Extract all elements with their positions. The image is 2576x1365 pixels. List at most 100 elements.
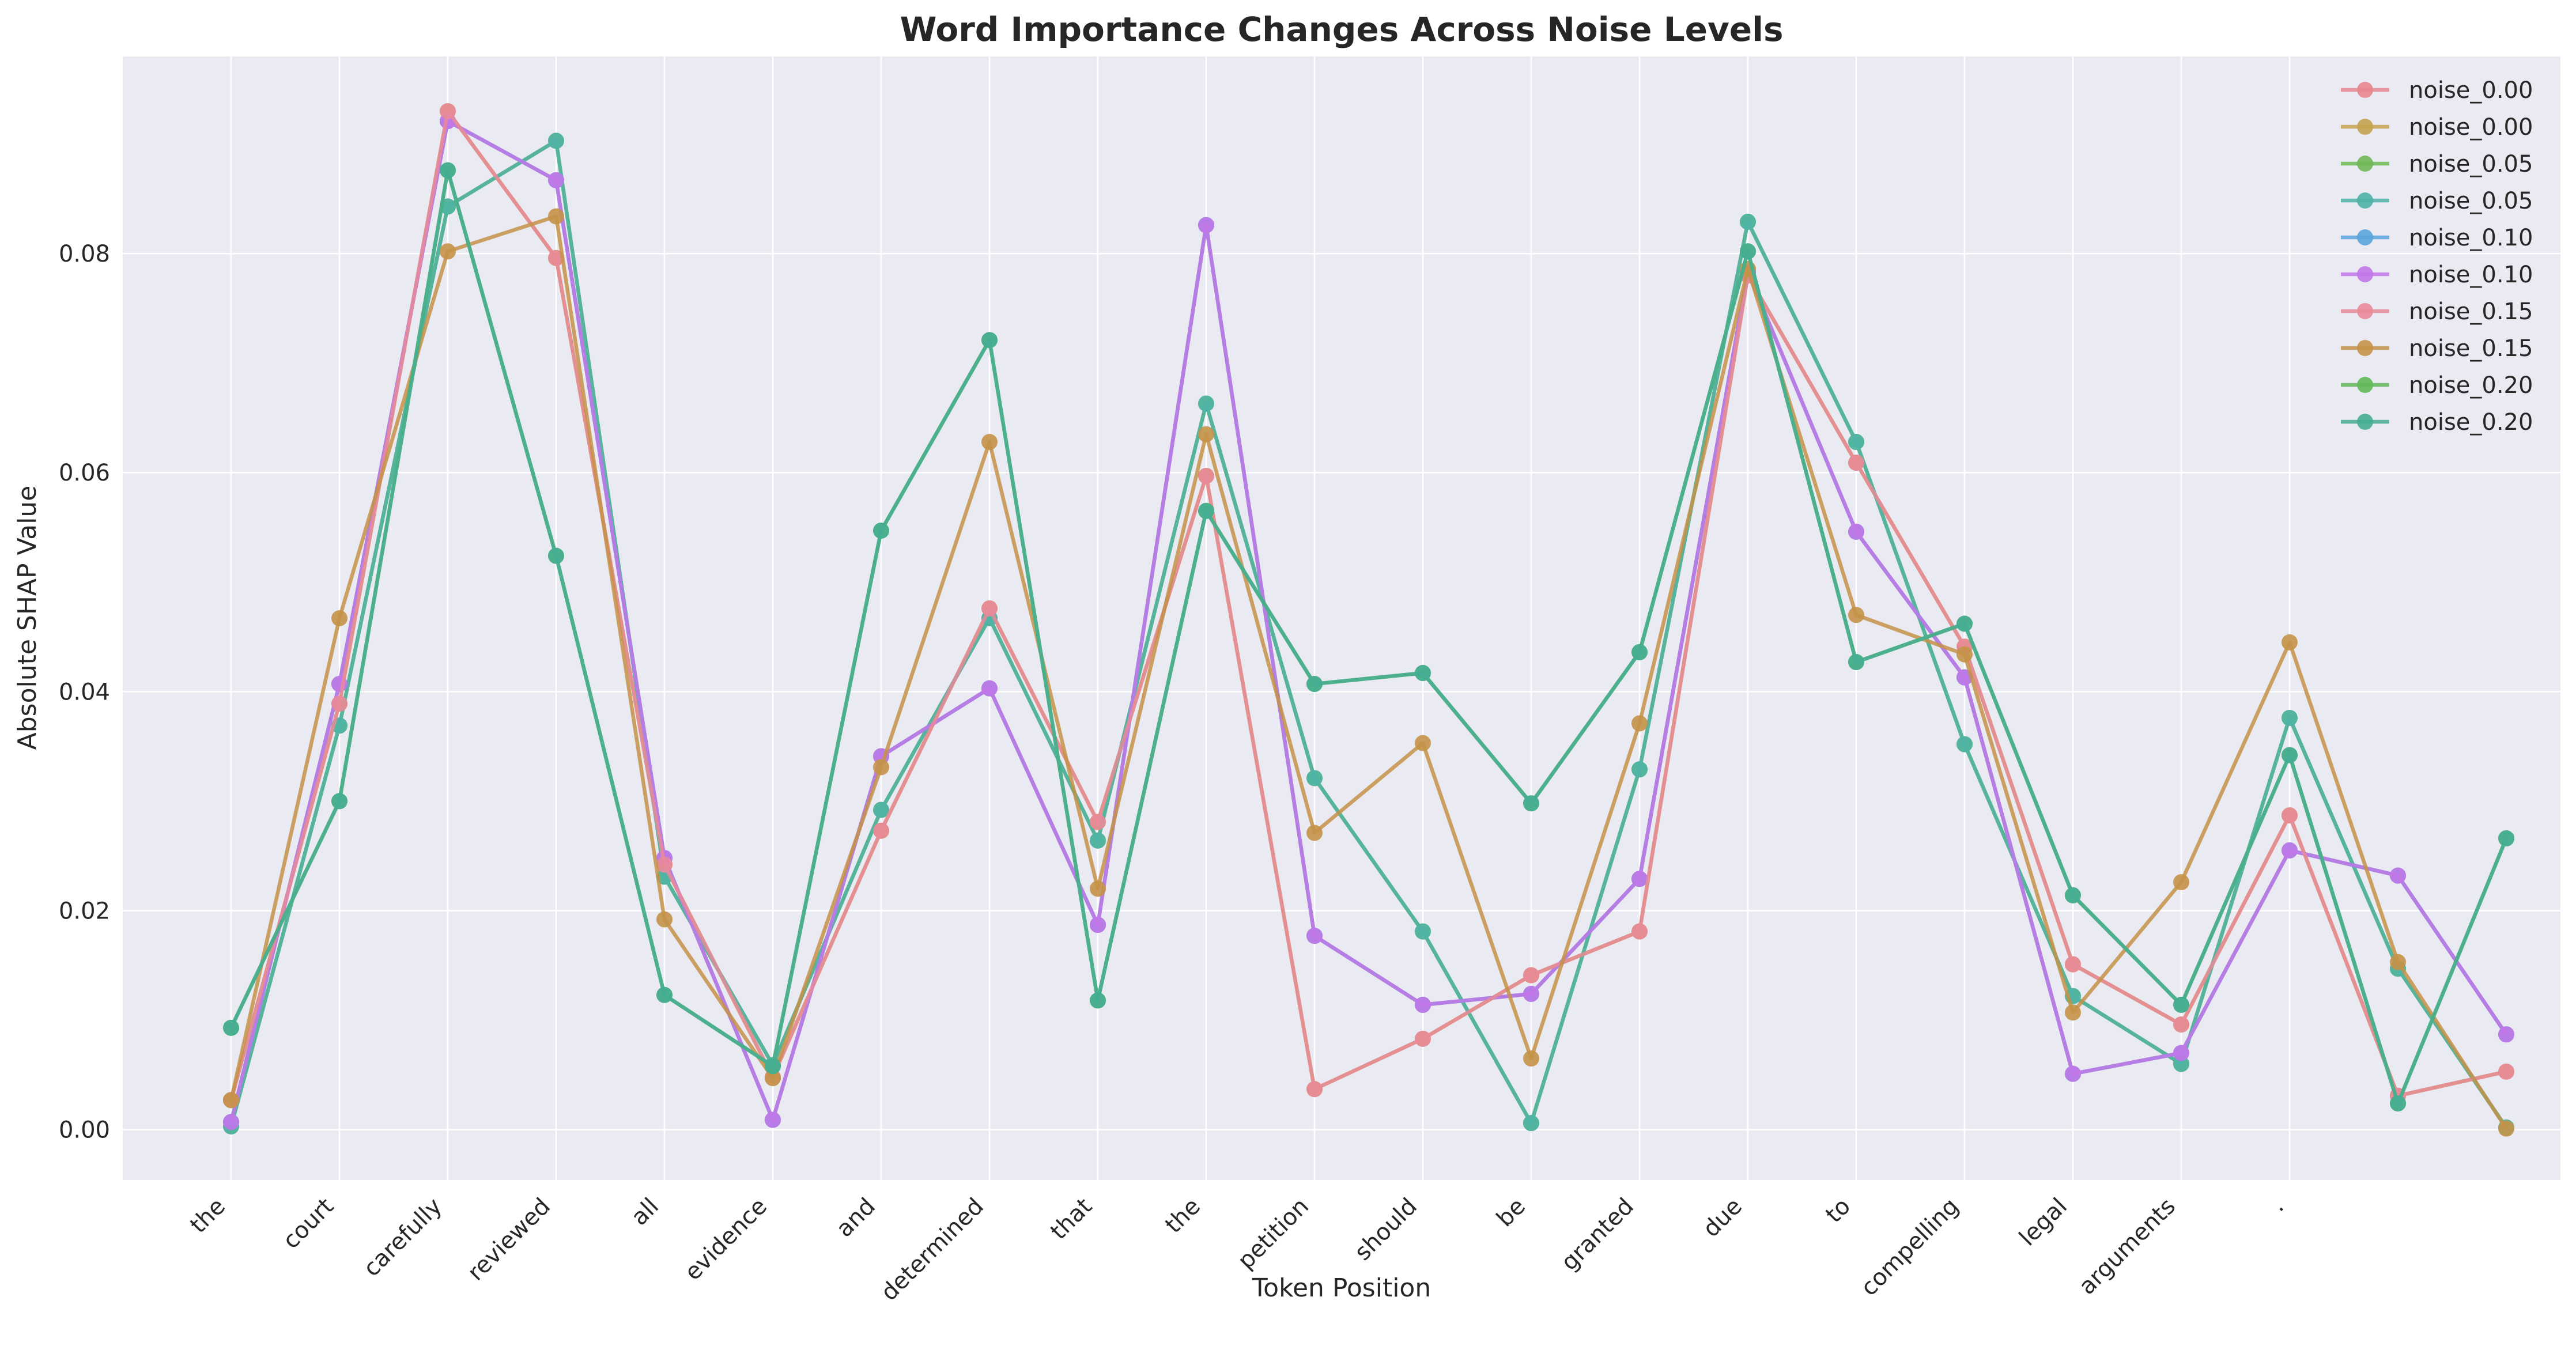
- data-point: [2065, 956, 2081, 973]
- legend-label: noise_0.00: [2409, 114, 2533, 141]
- legend-item: noise_0.15: [2341, 298, 2533, 325]
- data-point: [2282, 634, 2298, 651]
- data-point: [1956, 615, 1973, 632]
- data-point: [1198, 217, 1214, 233]
- data-point: [2173, 1016, 2189, 1033]
- x-tick-label: determined: [876, 1193, 989, 1306]
- legend-label: noise_0.05: [2409, 151, 2533, 177]
- series-line: [229, 168, 2509, 1106]
- x-tick-label: carefully: [358, 1193, 447, 1282]
- data-point: [2498, 1120, 2514, 1137]
- data-point: [1848, 455, 1864, 471]
- data-point: [2498, 1026, 2514, 1043]
- data-point: [1306, 770, 1323, 787]
- data-point: [2390, 867, 2406, 884]
- data-point: [548, 172, 564, 188]
- x-tick-label: arguments: [2073, 1193, 2181, 1300]
- legend-label: noise_0.05: [2409, 188, 2533, 214]
- data-point: [331, 610, 348, 626]
- data-point: [1415, 1030, 1431, 1047]
- data-point: [1631, 761, 1648, 778]
- x-tick-label: be: [1491, 1193, 1531, 1232]
- data-point: [1090, 814, 1106, 830]
- data-point: [223, 1114, 239, 1130]
- x-tick-label: to: [1820, 1193, 1856, 1228]
- data-point: [440, 162, 456, 179]
- legend-marker: [2357, 414, 2373, 430]
- data-point: [1848, 434, 1864, 451]
- data-point: [765, 1070, 781, 1087]
- data-point: [548, 208, 564, 225]
- legend-label: noise_0.00: [2409, 77, 2533, 104]
- data-point: [2282, 709, 2298, 726]
- data-point: [873, 759, 889, 776]
- legend-item: noise_0.10: [2341, 225, 2533, 251]
- data-point: [1956, 646, 1973, 663]
- data-point: [1198, 426, 1214, 443]
- data-point: [1306, 1081, 1323, 1098]
- data-point: [2282, 747, 2298, 763]
- series-line: [229, 119, 2508, 1123]
- x-tick-label: and: [831, 1193, 881, 1243]
- data-point: [2498, 830, 2514, 847]
- legend-label: noise_0.15: [2409, 298, 2533, 325]
- data-point: [765, 1058, 781, 1075]
- plot-area: [123, 56, 2560, 1180]
- x-tick-label: court: [278, 1193, 339, 1254]
- data-point: [1090, 992, 1106, 1009]
- data-point: [2065, 887, 2081, 903]
- series-9: [223, 162, 2514, 1111]
- data-point: [1306, 928, 1323, 944]
- data-point: [656, 856, 673, 873]
- data-point: [765, 1111, 781, 1128]
- data-point: [2173, 874, 2189, 891]
- x-axis-label: Token Position: [1252, 1273, 1431, 1303]
- y-tick-label: 0.06: [59, 460, 110, 486]
- data-point: [1631, 644, 1648, 660]
- data-point: [1198, 467, 1214, 484]
- legend-marker: [2357, 303, 2373, 319]
- data-point: [1306, 825, 1323, 841]
- legend-label: noise_0.10: [2409, 225, 2533, 251]
- data-point: [981, 332, 998, 349]
- legend-label: noise_0.10: [2409, 262, 2533, 288]
- y-axis-ticks: 0.00 0.02 0.04 0.06 0.08: [59, 241, 110, 1143]
- series-line: [229, 214, 2508, 1130]
- y-tick-label: 0.08: [59, 241, 110, 267]
- data-point: [1198, 395, 1214, 412]
- legend-marker: [2357, 229, 2373, 245]
- data-point: [1740, 243, 1756, 260]
- x-axis-ticks: the court carefully reviewed all evidence andd…: [185, 1193, 2289, 1306]
- legend-item: noise_0.00: [2341, 77, 2533, 104]
- data-point: [2390, 1095, 2406, 1111]
- data-point: [1848, 607, 1864, 623]
- x-tick-label: reviewed: [463, 1193, 556, 1286]
- legend: noise_0.00 noise_0.00 noise_0.05 noise_0.05…: [2341, 77, 2533, 436]
- data-point: [2498, 1063, 2514, 1080]
- legend-marker: [2357, 82, 2373, 98]
- data-point: [2173, 996, 2189, 1013]
- data-point: [548, 133, 564, 149]
- data-point: [1523, 1050, 1539, 1067]
- data-point: [1415, 665, 1431, 682]
- data-point: [548, 547, 564, 564]
- data-point: [981, 600, 998, 617]
- data-point: [1090, 880, 1106, 897]
- x-tick-label: legal: [2014, 1193, 2072, 1251]
- data-point: [873, 522, 889, 539]
- series-7: [223, 208, 2514, 1137]
- data-point: [2390, 954, 2406, 970]
- data-point: [1523, 795, 1539, 812]
- legend-marker: [2357, 119, 2373, 135]
- data-point: [440, 243, 456, 260]
- data-point: [1415, 735, 1431, 751]
- data-point: [2065, 1004, 2081, 1021]
- data-point: [2282, 842, 2298, 859]
- data-point: [1198, 502, 1214, 519]
- x-tick-label: compelling: [1856, 1193, 1964, 1302]
- data-point: [223, 1092, 239, 1109]
- y-axis-label: Absolute SHAP Value: [13, 486, 42, 750]
- chart-title: Word Importance Changes Across Noise Lev…: [900, 10, 1783, 49]
- legend-label: noise_0.15: [2409, 335, 2533, 362]
- data-point: [981, 434, 998, 451]
